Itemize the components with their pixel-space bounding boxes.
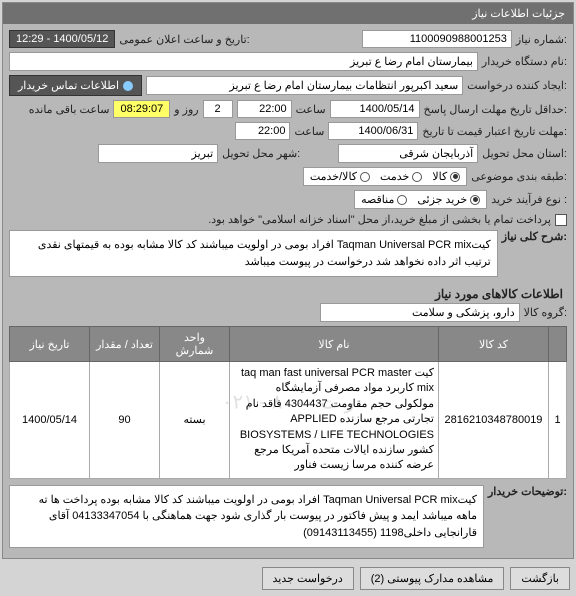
field-province: آذربایجان شرقی (338, 144, 478, 163)
row-province: :استان محل تحویل آذربایجان شرقی :شهر محل… (9, 144, 567, 163)
field-valid-time: 22:00 (235, 122, 290, 140)
radio-label-2: کالا/خدمت (310, 170, 357, 183)
col-qty: تعداد / مقدار (90, 327, 160, 362)
field-city: تبریز (98, 144, 218, 163)
new-request-label: درخواست جدید (273, 572, 343, 585)
label-deadline: :حداقل تاریخ مهلت ارسال پاسخ (424, 103, 567, 116)
row-payment-note: پرداخت تمام یا بخشی از مبلغ خرید،از محل … (9, 213, 567, 226)
treasury-checkbox[interactable] (555, 214, 567, 226)
radio-tender[interactable]: مناقصه (361, 193, 407, 206)
label-province: :استان محل تحویل (482, 147, 567, 160)
label-process: : نوع فرآیند خرید (491, 193, 567, 206)
radio-dot-icon (470, 195, 480, 205)
panel-body: :شماره نیاز 1100090988001253 :تاریخ و سا… (3, 24, 573, 558)
label-notes: :توضیحات خریدار (488, 485, 567, 498)
label-hour1: ساعت (296, 103, 326, 116)
cell-unit: بسته (160, 362, 230, 479)
label-desc: :شرح کلی نیاز (502, 230, 567, 243)
back-label: بازگشت (521, 572, 559, 585)
row-need-announce: :شماره نیاز 1100090988001253 :تاریخ و سا… (9, 30, 567, 48)
radio-both[interactable]: کالا/خدمت (310, 170, 370, 183)
label-group: :گروه کالا (524, 306, 567, 319)
notes-box: کیتTaqman Universal PCR mix افراد بومی د… (9, 485, 484, 549)
label-remaining: ساعت باقی مانده (29, 103, 110, 116)
radio-dot-icon (397, 195, 407, 205)
table-header-row: کد کالا نام کالا واحد شمارش تعداد / مقدا… (10, 327, 567, 362)
col-idx (549, 327, 567, 362)
field-remaining-days: 2 (203, 100, 233, 118)
cell-code: 2816210348780019 (439, 362, 549, 479)
field-remaining-time: 08:29:07 (113, 100, 170, 118)
radio-dot-icon (360, 172, 370, 182)
description-box: کیتTaqman Universal PCR mix افراد بومی د… (9, 230, 498, 277)
table-wrapper: ر ت ۸۰۰۰ - ۰۲۱ کد کالا نام کالا واحد شما… (9, 326, 567, 479)
radio-dot-icon (412, 172, 422, 182)
field-creator: سعید اکبرپور انتظامات بیمارستان امام رضا… (146, 76, 463, 95)
cell-idx: 1 (549, 362, 567, 479)
label-creator: :ایجاد کننده درخواست (467, 79, 567, 92)
payment-note: پرداخت تمام یا بخشی از مبلغ خرید،از محل … (208, 213, 551, 226)
contact-label: اطلاعات تماس خریدار (18, 79, 119, 92)
row-description: :شرح کلی نیاز کیتTaqman Universal PCR mi… (9, 230, 567, 277)
label-buyer: :نام دستگاه خریدار (482, 55, 567, 68)
radio-proc-0: خرید جزئی (417, 193, 467, 206)
row-group: :گروه کالا دارو، پزشکی و سلامت (9, 303, 567, 322)
row-category: :طبقه بندی موضوعی کالا خدمت کالا/خدمت (9, 167, 567, 186)
radio-kala[interactable]: کالا (432, 170, 460, 183)
field-deadline-time: 22:00 (237, 100, 292, 118)
col-name: نام کالا (230, 327, 439, 362)
radio-label-0: کالا (432, 170, 447, 183)
field-group: دارو، پزشکی و سلامت (320, 303, 520, 322)
cell-name: کیت taq man fast universal PCR master mi… (230, 362, 439, 479)
row-creator: :ایجاد کننده درخواست سعید اکبرپور انتظام… (9, 75, 567, 96)
label-and: روز و (174, 103, 198, 116)
panel-title: جزئیات اطلاعات نیاز (472, 8, 565, 20)
table-row[interactable]: 1 2816210348780019 کیت taq man fast univ… (10, 362, 567, 479)
panel-header: جزئیات اطلاعات نیاز (3, 3, 573, 24)
radio-minor[interactable]: خرید جزئی (417, 193, 480, 206)
radio-proc-1: مناقصه (361, 193, 394, 206)
cell-date: 1400/05/14 (10, 362, 90, 479)
label-valid: :مهلت تاریخ اعتبار قیمت تا تاریخ (422, 125, 567, 138)
label-hour2: ساعت (294, 125, 324, 138)
row-buyer: :نام دستگاه خریدار بیمارستان امام رضا ع … (9, 52, 567, 71)
process-radio-group: خرید جزئی مناقصه (354, 190, 487, 209)
row-deadline: :حداقل تاریخ مهلت ارسال پاسخ 1400/05/14 … (9, 100, 567, 118)
radio-dot-icon (450, 172, 460, 182)
label-city: :شهر محل تحویل (222, 147, 300, 160)
bottom-button-bar: بازگشت مشاهده مدارک پیوستی (2) درخواست ج… (0, 561, 576, 596)
radio-khedmat[interactable]: خدمت (380, 170, 422, 183)
col-unit: واحد شمارش (160, 327, 230, 362)
field-buyer: بیمارستان امام رضا ع تبریز (9, 52, 478, 71)
row-notes: :توضیحات خریدار کیتTaqman Universal PCR … (9, 485, 567, 549)
row-valid: :مهلت تاریخ اعتبار قیمت تا تاریخ 1400/06… (9, 122, 567, 140)
need-details-panel: جزئیات اطلاعات نیاز :شماره نیاز 11000909… (2, 2, 574, 559)
field-deadline-date: 1400/05/14 (330, 100, 420, 118)
label-announce: :تاریخ و ساعت اعلان عمومی (119, 33, 249, 46)
items-section-title: اطلاعات کالاهای مورد نیاز (9, 281, 567, 303)
new-request-button[interactable]: درخواست جدید (262, 567, 354, 590)
category-radio-group: کالا خدمت کالا/خدمت (303, 167, 467, 186)
row-process: : نوع فرآیند خرید خرید جزئی مناقصه (9, 190, 567, 209)
label-category: :طبقه بندی موضوعی (471, 170, 567, 183)
cell-qty: 90 (90, 362, 160, 479)
contact-button[interactable]: اطلاعات تماس خریدار (9, 75, 142, 96)
info-icon (123, 81, 133, 91)
radio-label-1: خدمت (380, 170, 409, 183)
field-need-no: 1100090988001253 (362, 30, 512, 48)
col-code: کد کالا (439, 327, 549, 362)
field-announce: 1400/05/12 - 12:29 (9, 30, 115, 48)
back-button[interactable]: بازگشت (510, 567, 570, 590)
field-valid-date: 1400/06/31 (328, 122, 418, 140)
col-date: تاریخ نیاز (10, 327, 90, 362)
attachments-label: مشاهده مدارک پیوستی (2) (371, 572, 494, 585)
items-table: کد کالا نام کالا واحد شمارش تعداد / مقدا… (9, 326, 567, 479)
label-need-no: :شماره نیاز (516, 33, 567, 46)
attachments-button[interactable]: مشاهده مدارک پیوستی (2) (360, 567, 505, 590)
